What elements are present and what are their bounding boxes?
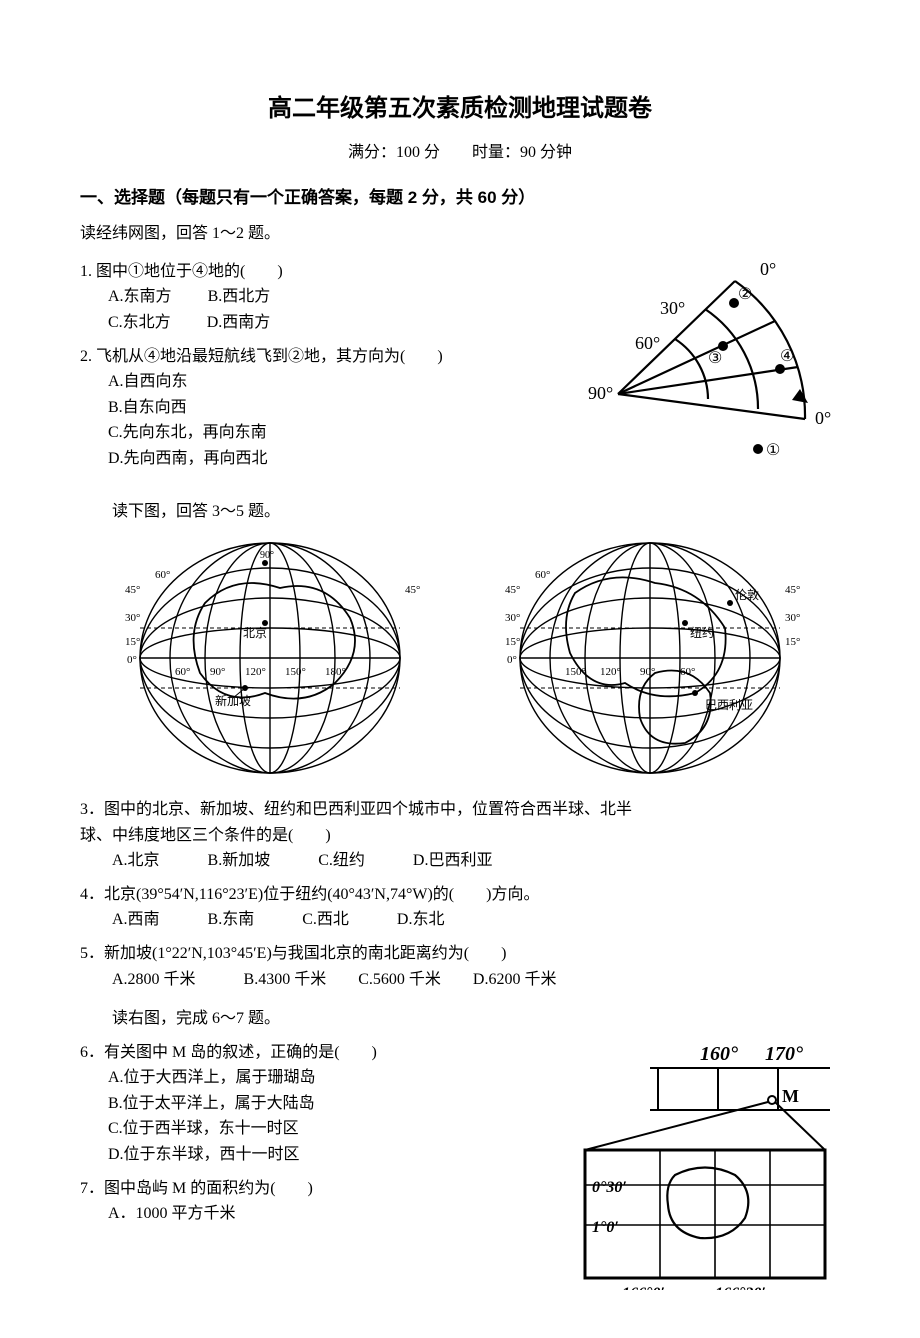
fig1-90: 90°	[588, 383, 613, 403]
svg-text:90°: 90°	[210, 666, 225, 678]
q7-stem: 7．图中岛屿 M 的面积约为( )	[80, 1176, 530, 1202]
svg-text:0°: 0°	[507, 654, 517, 666]
fig1-p3: ③	[708, 350, 722, 367]
svg-text:15°: 15°	[785, 636, 800, 648]
q2-opt-c: C.先向东北，再向东南	[80, 420, 560, 446]
fig1-30: 30°	[660, 298, 685, 318]
question-2: 2. 飞机从④地沿最短航线飞到②地，其方向为( ) A.自西向东 B.自东向西 …	[80, 344, 560, 472]
svg-text:60°: 60°	[680, 666, 695, 678]
q6-opt-b: B.位于太平洋上，属于大陆岛	[80, 1091, 530, 1117]
svg-text:180°: 180°	[325, 666, 346, 678]
fig1-0a: 0°	[760, 259, 776, 279]
svg-text:30°: 30°	[505, 612, 520, 624]
q3-opts: A.北京 B.新加坡 C.纽约 D.巴西利亚	[80, 848, 840, 874]
page-title: 高二年级第五次素质检测地理试题卷	[80, 90, 840, 128]
question-4: 4．北京(39°54′N,116°23′E)位于纽约(40°43′N,74°W)…	[80, 882, 840, 933]
q4-opts: A.西南 B.东南 C.西北 D.东北	[80, 907, 840, 933]
svg-text:90°: 90°	[640, 666, 655, 678]
q6-opt-a: A.位于大西洋上，属于珊瑚岛	[80, 1065, 530, 1091]
svg-text:60°: 60°	[535, 569, 550, 581]
q1-opt-d: D.西南方	[207, 314, 271, 331]
svg-text:150°: 150°	[565, 666, 586, 678]
fig3-x1: 160°	[700, 1043, 738, 1065]
question-7: 7．图中岛屿 M 的面积约为( ) A．1000 平方千米	[80, 1176, 530, 1227]
intro-q1-2: 读经纬网图，回答 1～2 题。	[80, 221, 840, 247]
section-1-heading: 一、选择题（每题只有一个正确答案，每题 2 分，共 60 分）	[80, 184, 840, 211]
q4-stem: 4．北京(39°54′N,116°23′E)位于纽约(40°43′N,74°W)…	[80, 882, 840, 908]
svg-text:15°: 15°	[505, 636, 520, 648]
q2-opt-a: A.自西向东	[80, 369, 560, 395]
svg-text:120°: 120°	[245, 666, 266, 678]
figure-2-globes: 90° 45° 30° 15° 0° 60° 60° 90° 120° 150°…	[80, 533, 840, 783]
q5-opts: A.2800 千米 B.4300 千米 C.5600 千米 D.6200 千米	[80, 967, 840, 993]
svg-text:巴西利亚: 巴西利亚	[705, 698, 753, 712]
svg-text:0°: 0°	[127, 654, 137, 666]
q3-stem2: 球、中纬度地区三个条件的是( )	[80, 823, 840, 849]
fig1-p1: ①	[766, 442, 780, 459]
fig1-0b: 0°	[815, 408, 831, 428]
fig3-x2: 170°	[765, 1043, 803, 1065]
svg-text:30°: 30°	[125, 612, 140, 624]
svg-text:150°: 150°	[285, 666, 306, 678]
q2-stem: 2. 飞机从④地沿最短航线飞到②地，其方向为( )	[80, 344, 560, 370]
q7-opt-a: A．1000 平方千米	[80, 1201, 530, 1227]
fig3-m: M	[782, 1086, 799, 1106]
question-3: 3．图中的北京、新加坡、纽约和巴西利亚四个城市中，位置符合西半球、北半 球、中纬…	[80, 797, 840, 874]
fig1-p2: ②	[738, 286, 752, 303]
fig1-p4: ④	[780, 348, 794, 365]
fig3-y1: 0°30′	[592, 1179, 627, 1196]
fig1-60: 60°	[635, 333, 660, 353]
svg-text:45°: 45°	[125, 584, 140, 596]
fig3-y2: 1°0′	[592, 1219, 619, 1236]
svg-text:45°: 45°	[505, 584, 520, 596]
intro-q6-7: 读右图，完成 6～7 题。	[80, 1006, 840, 1032]
svg-text:伦敦: 伦敦	[735, 587, 759, 602]
fig3-bx2: 166°30′	[715, 1285, 766, 1290]
q3-stem1: 3．图中的北京、新加坡、纽约和巴西利亚四个城市中，位置符合西半球、北半	[80, 797, 840, 823]
svg-text:45°: 45°	[785, 584, 800, 596]
svg-text:45°: 45°	[405, 584, 420, 596]
page-subtitle: 满分：100 分 时量：90 分钟	[80, 140, 840, 166]
figure-3-island: 160° 170° M	[550, 1040, 840, 1299]
question-6: 6．有关图中 M 岛的叙述，正确的是( ) A.位于大西洋上，属于珊瑚岛 B.位…	[80, 1040, 530, 1168]
q6-opt-d: D.位于东半球，西十一时区	[80, 1142, 530, 1168]
svg-text:30°: 30°	[785, 612, 800, 624]
q1-stem: 1. 图中①地位于④地的( )	[80, 259, 560, 285]
question-1: 1. 图中①地位于④地的( ) A.东南方 B.西北方 C.东北方 D.西南方	[80, 259, 560, 336]
q6-opt-c: C.位于西半球，东十一时区	[80, 1116, 530, 1142]
q1-opt-a: A.东南方	[108, 288, 172, 305]
svg-text:新加坡: 新加坡	[215, 693, 251, 708]
svg-text:90°: 90°	[260, 550, 274, 561]
q2-opt-b: B.自东向西	[80, 395, 560, 421]
q1-opt-c: C.东北方	[108, 314, 171, 331]
q2-opt-d: D.先向西南，再向西北	[80, 446, 560, 472]
fig3-bx1: 166°0′	[622, 1285, 665, 1290]
question-5: 5．新加坡(1°22′N,103°45′E)与我国北京的南北距离约为( ) A.…	[80, 941, 840, 992]
svg-text:120°: 120°	[600, 666, 621, 678]
svg-text:60°: 60°	[155, 569, 170, 581]
q1-opt-b: B.西北方	[208, 288, 271, 305]
svg-text:15°: 15°	[125, 636, 140, 648]
svg-text:60°: 60°	[175, 666, 190, 678]
q6-stem: 6．有关图中 M 岛的叙述，正确的是( )	[80, 1040, 530, 1066]
svg-text:纽约: 纽约	[690, 625, 714, 640]
q5-stem: 5．新加坡(1°22′N,103°45′E)与我国北京的南北距离约为( )	[80, 941, 840, 967]
figure-1-wedge: 0° 30° 60° 90° 0° ② ③ ④ ①	[580, 259, 840, 488]
intro-q3-5: 读下图，回答 3～5 题。	[80, 499, 840, 525]
